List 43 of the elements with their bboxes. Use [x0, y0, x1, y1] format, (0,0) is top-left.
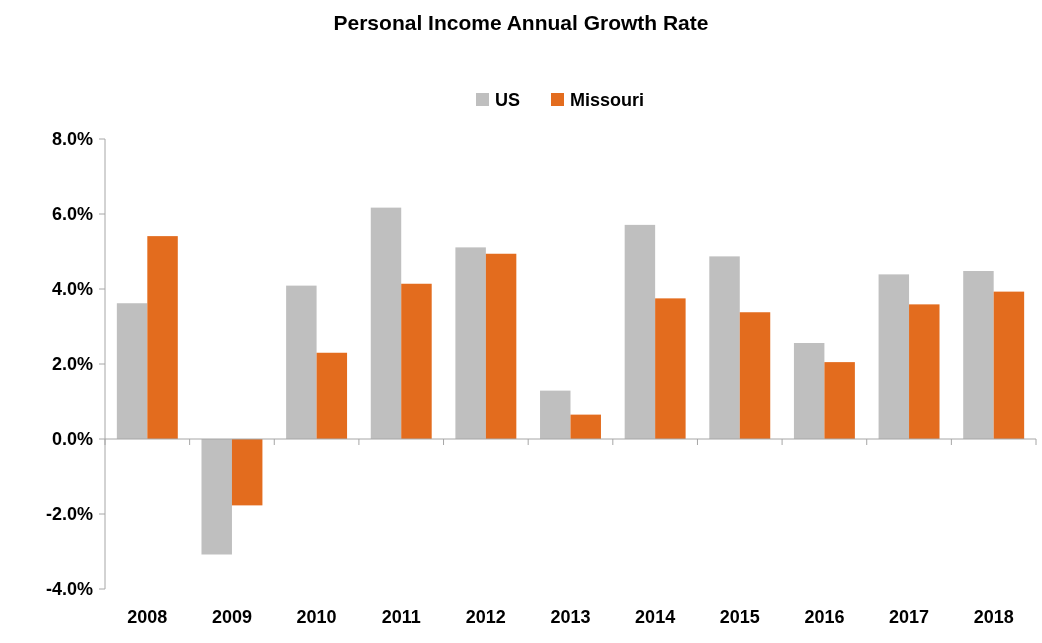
chart-title: Personal Income Annual Growth Rate: [333, 11, 709, 34]
x-tick-label: 2012: [465, 607, 506, 627]
bar: [793, 343, 825, 439]
bar: [231, 439, 263, 506]
bar: [370, 207, 402, 439]
x-tick-label: 2018: [973, 607, 1014, 627]
bar: [401, 283, 432, 439]
y-tick-label: 6.0%: [51, 204, 93, 225]
bar: [824, 362, 855, 439]
bar: [993, 291, 1025, 439]
x-tick-label: 2016: [804, 607, 845, 627]
x-tick-label: 2010: [296, 607, 337, 627]
bar: [286, 285, 317, 439]
bar: [878, 274, 910, 439]
bar: [624, 224, 656, 439]
x-tick-label: 2008: [127, 607, 168, 627]
bar: [540, 390, 571, 439]
y-tick-label: 2.0%: [51, 354, 93, 375]
y-tick-label: 8.0%: [51, 129, 93, 150]
x-tick-label: 2014: [635, 607, 676, 627]
bar: [147, 236, 178, 439]
legend-label: Missouri: [570, 90, 645, 111]
x-tick-label: 2017: [889, 607, 930, 627]
bar: [455, 247, 486, 439]
bar: [739, 312, 771, 439]
y-tick-label: -4.0%: [45, 579, 93, 600]
legend-label: US: [495, 90, 521, 111]
bar: [316, 352, 348, 439]
bar: [709, 256, 740, 439]
x-tick-label: 2011: [381, 607, 421, 627]
bar: [570, 414, 601, 439]
bar: [201, 439, 232, 555]
y-tick-label: 0.0%: [51, 429, 93, 450]
bar: [655, 298, 686, 439]
x-tick-label: 2015: [719, 607, 760, 627]
x-tick-label: 2009: [211, 607, 252, 627]
y-tick-label: 4.0%: [51, 279, 93, 300]
bar: [485, 253, 517, 439]
bar: [909, 304, 940, 439]
y-tick-label: -2.0%: [45, 504, 93, 525]
bar: [963, 271, 994, 439]
bar: [116, 303, 148, 439]
x-tick-label: 2013: [550, 607, 591, 627]
